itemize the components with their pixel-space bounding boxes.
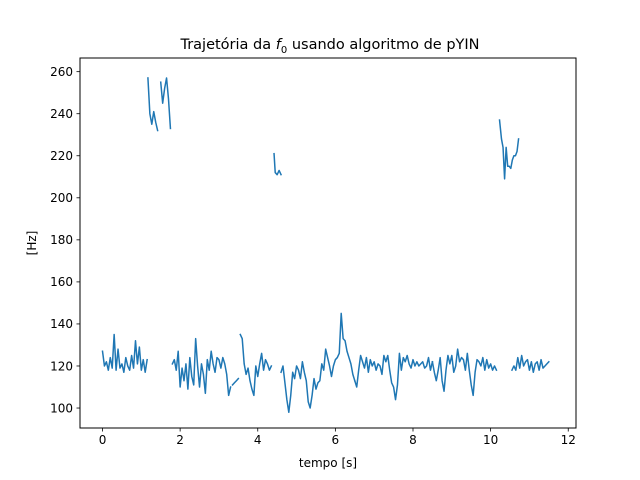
y-tick-label: 140 xyxy=(50,317,73,331)
f0-segment-1 xyxy=(101,333,148,374)
f0-segment-4 xyxy=(171,337,232,397)
f0-segment-7 xyxy=(273,152,283,176)
y-tick-label: 100 xyxy=(50,401,73,415)
x-axis-label: tempo [s] xyxy=(299,456,357,470)
y-tick-label: 200 xyxy=(50,191,73,205)
f0-segment-9 xyxy=(353,352,434,401)
f0-segment-3 xyxy=(159,77,172,130)
y-tick-label: 260 xyxy=(50,65,73,79)
f0-segment-11 xyxy=(498,119,520,180)
x-tick-label: 6 xyxy=(332,433,340,447)
f0-segment-2 xyxy=(147,77,159,132)
chart-title: Trajetória da f0 usando algoritmo de pYI… xyxy=(179,37,479,56)
x-tick-label: 12 xyxy=(561,433,576,447)
f0-segment-12 xyxy=(510,354,550,374)
y-axis-label: [Hz] xyxy=(25,231,39,256)
f0-segment-10 xyxy=(431,348,498,397)
x-tick-label: 8 xyxy=(409,433,417,447)
f0-segment-5 xyxy=(231,377,240,386)
f0-segment-8 xyxy=(280,312,356,413)
y-tick-label: 120 xyxy=(50,359,73,373)
y-tick-label: 240 xyxy=(50,107,73,121)
f0-segment-6 xyxy=(239,333,273,397)
y-tick-label: 220 xyxy=(50,149,73,163)
x-tick-label: 10 xyxy=(483,433,498,447)
x-tick-label: 2 xyxy=(176,433,184,447)
x-tick-label: 0 xyxy=(99,433,107,447)
y-tick-label: 180 xyxy=(50,233,73,247)
y-tick-label: 160 xyxy=(50,275,73,289)
ticks-layer: 0 2 4 6 8 10 12 100 120 140 160 180 200 220 240 260 xyxy=(50,65,576,447)
x-tick-label: 4 xyxy=(254,433,262,447)
series-layer xyxy=(101,77,550,413)
plot-frame xyxy=(79,57,577,429)
